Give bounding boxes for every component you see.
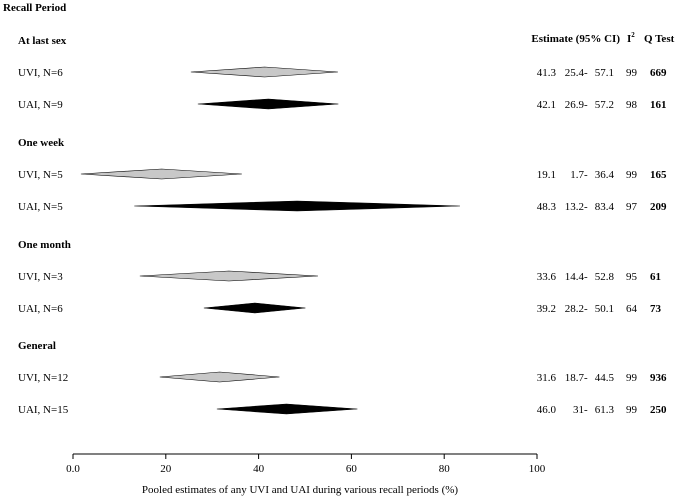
group-label: One week xyxy=(18,137,65,149)
estimate-value: 33.6 xyxy=(537,271,557,283)
ci-separator: - xyxy=(584,169,588,181)
group-label: At last sex xyxy=(18,35,67,47)
x-tick-label: 100 xyxy=(529,463,546,475)
ci-low-value: 31 xyxy=(573,404,584,416)
row-label: UAI, N=5 xyxy=(18,201,63,213)
uai-estimate-diamond xyxy=(134,200,460,212)
uai-estimate-diamond xyxy=(216,403,358,415)
row-label: UAI, N=9 xyxy=(18,99,63,111)
ci-low-value: 13.2 xyxy=(565,201,584,213)
uvi-estimate-diamond xyxy=(190,66,338,78)
uvi-estimate-diamond xyxy=(159,371,280,383)
ci-high-value: 50.1 xyxy=(595,303,614,315)
x-axis: 0.0 20 40 60 80 100 xyxy=(66,454,546,475)
estimate-column-header: Estimate (95% CI) xyxy=(531,33,620,45)
ci-low-value: 26.9 xyxy=(565,99,585,111)
x-tick-label: 20 xyxy=(160,463,172,475)
uai-estimate-diamond xyxy=(197,98,339,110)
uai-estimate-diamond xyxy=(203,302,306,314)
i2-value: 98 xyxy=(626,99,638,111)
row-label: UAI, N=6 xyxy=(18,303,63,315)
ci-high-value: 52.8 xyxy=(595,271,615,283)
x-axis-label: Pooled estimates of any UVI and UAI duri… xyxy=(142,484,459,496)
x-tick-label: 0.0 xyxy=(66,463,80,475)
group-label: One month xyxy=(18,239,71,251)
i2-value: 97 xyxy=(626,201,638,213)
ci-high-value: 61.3 xyxy=(595,404,615,416)
i2-column-header: I2 xyxy=(627,31,635,45)
ci-separator: - xyxy=(584,372,588,384)
i2-value: 99 xyxy=(626,169,638,181)
q-test-value: 669 xyxy=(650,67,667,79)
ci-separator: - xyxy=(584,271,588,283)
ci-high-value: 57.1 xyxy=(595,67,614,79)
x-tick-label: 80 xyxy=(439,463,451,475)
q-test-value: 165 xyxy=(650,169,667,181)
ci-separator: - xyxy=(584,303,588,315)
row-label: UVI, N=3 xyxy=(18,271,63,283)
ci-separator: - xyxy=(584,404,588,416)
x-tick-label: 60 xyxy=(346,463,358,475)
estimate-value: 31.6 xyxy=(537,372,557,384)
row-label: UVI, N=12 xyxy=(18,372,68,384)
row-label: UVI, N=5 xyxy=(18,169,63,181)
q-test-value: 209 xyxy=(650,201,667,213)
ci-low-value: 18.7 xyxy=(565,372,585,384)
ci-high-value: 83.4 xyxy=(595,201,615,213)
group-label: General xyxy=(18,340,56,352)
ci-high-value: 36.4 xyxy=(595,169,615,181)
ci-low-value: 1.7 xyxy=(570,169,584,181)
i2-value: 99 xyxy=(626,372,638,384)
estimate-value: 46.0 xyxy=(537,404,557,416)
q-test-value: 73 xyxy=(650,303,662,315)
uvi-estimate-diamond xyxy=(139,270,319,282)
i2-value: 99 xyxy=(626,404,638,416)
q-test-column-header: Q Test xyxy=(644,33,675,45)
ci-high-value: 44.5 xyxy=(595,372,615,384)
i2-value: 64 xyxy=(626,303,638,315)
estimate-value: 48.3 xyxy=(537,201,557,213)
q-test-value: 936 xyxy=(650,372,667,384)
ci-high-value: 57.2 xyxy=(595,99,614,111)
i2-value: 95 xyxy=(626,271,638,283)
estimate-value: 42.1 xyxy=(537,99,556,111)
ci-low-value: 25.4 xyxy=(565,67,585,79)
x-tick-label: 40 xyxy=(253,463,265,475)
row-label: UVI, N=6 xyxy=(18,67,63,79)
q-test-value: 161 xyxy=(650,99,667,111)
ci-separator: - xyxy=(584,201,588,213)
row-label: UAI, N=15 xyxy=(18,404,69,416)
q-test-value: 61 xyxy=(650,271,661,283)
i2-header-superscript: 2 xyxy=(631,31,635,39)
i2-value: 99 xyxy=(626,67,638,79)
ci-low-value: 14.4 xyxy=(565,271,585,283)
q-test-value: 250 xyxy=(650,404,667,416)
estimate-value: 39.2 xyxy=(537,303,556,315)
uvi-estimate-diamond xyxy=(80,168,242,180)
chart-title: Recall Period xyxy=(3,2,66,14)
estimate-value: 41.3 xyxy=(537,67,557,79)
ci-separator: - xyxy=(584,67,588,79)
ci-separator: - xyxy=(584,99,588,111)
i2-header-text: I xyxy=(627,33,631,45)
estimate-value: 19.1 xyxy=(537,169,556,181)
ci-low-value: 28.2 xyxy=(565,303,584,315)
